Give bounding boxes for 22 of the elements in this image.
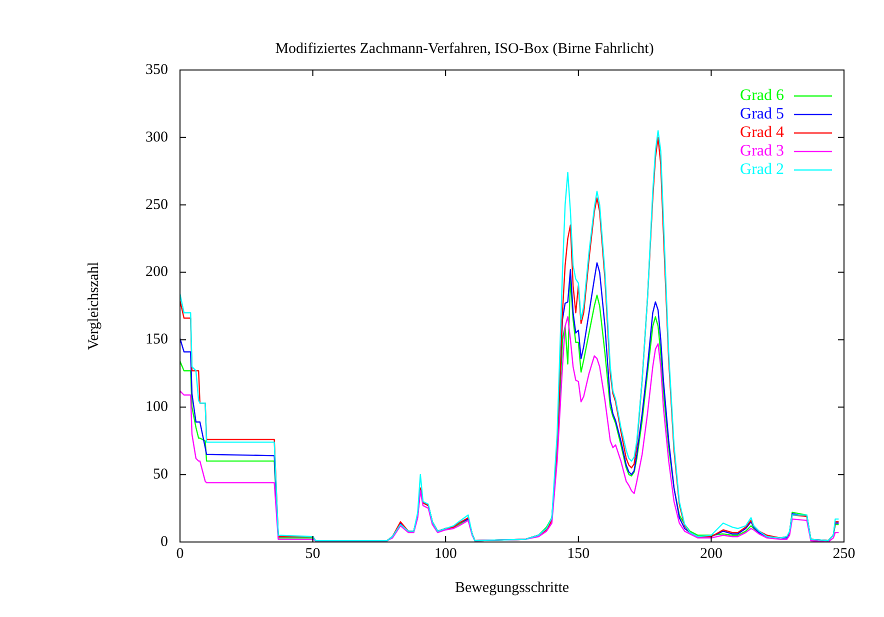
y-tick-label: 200 [146,264,168,280]
legend-label: Grad 2 [740,161,784,178]
x-tick-label: 200 [700,546,722,562]
legend-label: Grad 6 [740,87,784,104]
y-tick-label: 300 [146,129,168,146]
x-axis-title: Bewegungsschritte [454,580,570,596]
legend-label: Grad 4 [740,124,784,142]
x-tick-label: 150 [567,546,590,562]
y-tick-label: 350 [146,62,168,78]
legend-label: Grad 5 [740,106,784,123]
x-tick-label: 0 [176,546,184,562]
chart-title: Modifiziertes Zachmann-Verfahren, ISO-Box (Birne Fahrlicht) [275,40,654,57]
y-tick-label: 50 [153,466,168,483]
x-tick-label: 100 [434,546,457,562]
x-tick-label: 250 [832,546,856,562]
y-tick-label: 100 [146,399,168,416]
legend-label: Grad 3 [740,142,784,160]
y-tick-label: 0 [160,534,168,550]
y-tick-label: 150 [146,332,168,348]
y-axis-title: Vergleichszahl [86,262,102,350]
y-tick-label: 250 [146,196,168,213]
x-tick-label: 50 [305,546,320,562]
